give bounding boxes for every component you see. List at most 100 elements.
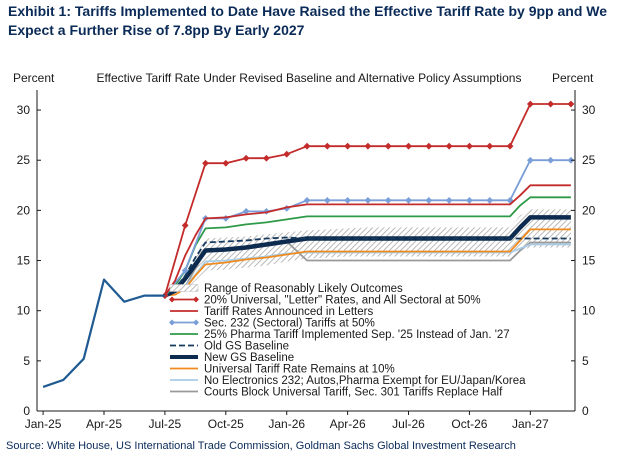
- legend-label: No Electronics 232; Autos,Pharma Exempt …: [204, 375, 526, 387]
- series-0-point: [344, 142, 352, 150]
- y-tick-label-right: 0: [582, 404, 589, 418]
- source-note: Source: White House, US International Tr…: [6, 440, 516, 452]
- series-2-point: [181, 267, 189, 274]
- series-0-point: [425, 142, 433, 150]
- x-tick-label: Oct-25: [208, 417, 244, 431]
- y-tick-label-right: 15: [582, 254, 596, 268]
- legend-item: 25% Pharma Tariff Implemented Sep. '25 I…: [170, 329, 510, 341]
- series-2-point: [303, 196, 311, 204]
- series-line-1: [164, 184, 571, 297]
- x-tick-label: Apr-26: [330, 417, 366, 431]
- x-tick-label: Jan-25: [25, 417, 62, 431]
- series-0-point: [202, 159, 209, 167]
- series-7: [164, 243, 571, 297]
- legend-item: New GS Baseline: [170, 352, 294, 364]
- series-2-point: [242, 207, 250, 215]
- legend-item: Range of Reasonably Likely Outcomes: [169, 283, 403, 295]
- legend-marker: [193, 296, 199, 303]
- series-0-point: [181, 222, 189, 229]
- series-0-point: [506, 142, 514, 150]
- legend-marker: [169, 319, 175, 326]
- legend-item: Tariff Rates Announced in Letters: [170, 306, 373, 318]
- series-line-3: [164, 196, 571, 297]
- y-tick-label-left: 25: [17, 153, 31, 167]
- x-tick-label: Jan-26: [268, 417, 305, 431]
- series-4: [164, 236, 571, 297]
- y-tick-label-left: 0: [23, 404, 30, 418]
- series-0-point: [222, 159, 230, 167]
- legend-swatch-band: [169, 284, 199, 292]
- legend-item: Sec. 232 (Sectoral) Tariffs at 50%: [169, 318, 375, 330]
- y-axis-label-left: Percent: [13, 71, 55, 85]
- y-tick-label-right: 10: [582, 304, 596, 318]
- chart-title: Exhibit 1: Tariffs Implemented to Date H…: [8, 3, 608, 38]
- series-0-point: [263, 154, 270, 162]
- y-tick-label-right: 5: [582, 354, 589, 368]
- y-tick-label-left: 20: [17, 203, 31, 217]
- legend-label: Old GS Baseline: [204, 341, 289, 353]
- x-tick-label: Jan-27: [512, 417, 549, 431]
- series-0-point: [466, 142, 473, 150]
- legend-item: Courts Block Universal Tariff, Sec. 301 …: [170, 387, 503, 399]
- series-0-point: [364, 142, 372, 150]
- series-0-point: [547, 100, 555, 108]
- legend-label: Universal Tariff Rate Remains at 10%: [204, 364, 395, 376]
- legend-label: Tariff Rates Announced in Letters: [204, 306, 373, 318]
- series-line-7: [164, 243, 571, 297]
- legend-marker: [169, 296, 175, 303]
- series-0-point: [283, 150, 291, 158]
- y-tick-label-left: 15: [17, 254, 31, 268]
- series-0-point: [242, 154, 250, 162]
- legend-label: 20% Universal, "Letter" Rates, and All S…: [204, 295, 481, 307]
- legend-label: Range of Reasonably Likely Outcomes: [204, 283, 403, 295]
- x-tick-label: Oct-26: [451, 417, 487, 431]
- axis-ticks-layer: 0 0 5 5 10 10 15 15 20 20 25 25 30 30 Jan-25 Apr-25 Jul-…: [17, 103, 596, 431]
- y-axis-label-right: Percent: [552, 71, 594, 85]
- legend-item: Old GS Baseline: [170, 341, 289, 353]
- legend-item: 20% Universal, "Letter" Rates, and All S…: [169, 295, 481, 307]
- series-0-point: [161, 292, 169, 300]
- series-2-point: [344, 196, 352, 204]
- legend-label: 25% Pharma Tariff Implemented Sep. '25 I…: [204, 329, 510, 341]
- series-2-point: [323, 196, 331, 204]
- legend-label: Sec. 232 (Sectoral) Tariffs at 50%: [204, 318, 375, 330]
- series-2-point: [567, 156, 575, 164]
- series-0-point: [486, 142, 494, 150]
- series-3: [164, 196, 571, 297]
- series-0-point: [303, 142, 311, 150]
- series-2-point: [486, 196, 494, 204]
- series-line-6: [164, 228, 571, 297]
- x-tick-label: Apr-25: [86, 417, 122, 431]
- series-1: [164, 184, 571, 297]
- series-6: [164, 228, 571, 297]
- legend-item: No Electronics 232; Autos,Pharma Exempt …: [170, 375, 526, 387]
- series-2-point: [384, 196, 392, 204]
- y-tick-label-left: 5: [23, 354, 30, 368]
- x-tick-label: Jul-26: [392, 417, 425, 431]
- chart-subtitle: Effective Tariff Rate Under Revised Base…: [97, 71, 522, 85]
- series-2-point: [526, 156, 534, 164]
- series-2-point: [405, 196, 412, 204]
- series-0: [161, 100, 575, 300]
- y-tick-label-right: 30: [582, 103, 596, 117]
- series-0-point: [405, 142, 412, 150]
- series-2-point: [425, 196, 433, 204]
- series-2-point: [466, 196, 473, 204]
- x-tick-label: Jul-25: [149, 417, 182, 431]
- legend-marker: [193, 319, 199, 326]
- legend-label: New GS Baseline: [204, 352, 294, 364]
- legend-item: Universal Tariff Rate Remains at 10%: [170, 364, 395, 376]
- y-tick-label-left: 10: [17, 304, 31, 318]
- series-0-point: [323, 142, 331, 150]
- series-0-point: [384, 142, 392, 150]
- series-2-point: [445, 196, 453, 204]
- series-2-point: [263, 207, 270, 215]
- series-layer: [42, 100, 575, 388]
- y-tick-label-right: 25: [582, 153, 596, 167]
- series-0-point: [567, 100, 575, 108]
- legend-label: Courts Block Universal Tariff, Sec. 301 …: [204, 387, 503, 399]
- series-2-point: [547, 156, 555, 164]
- series-0-point: [526, 100, 534, 108]
- series-0-point: [445, 142, 453, 150]
